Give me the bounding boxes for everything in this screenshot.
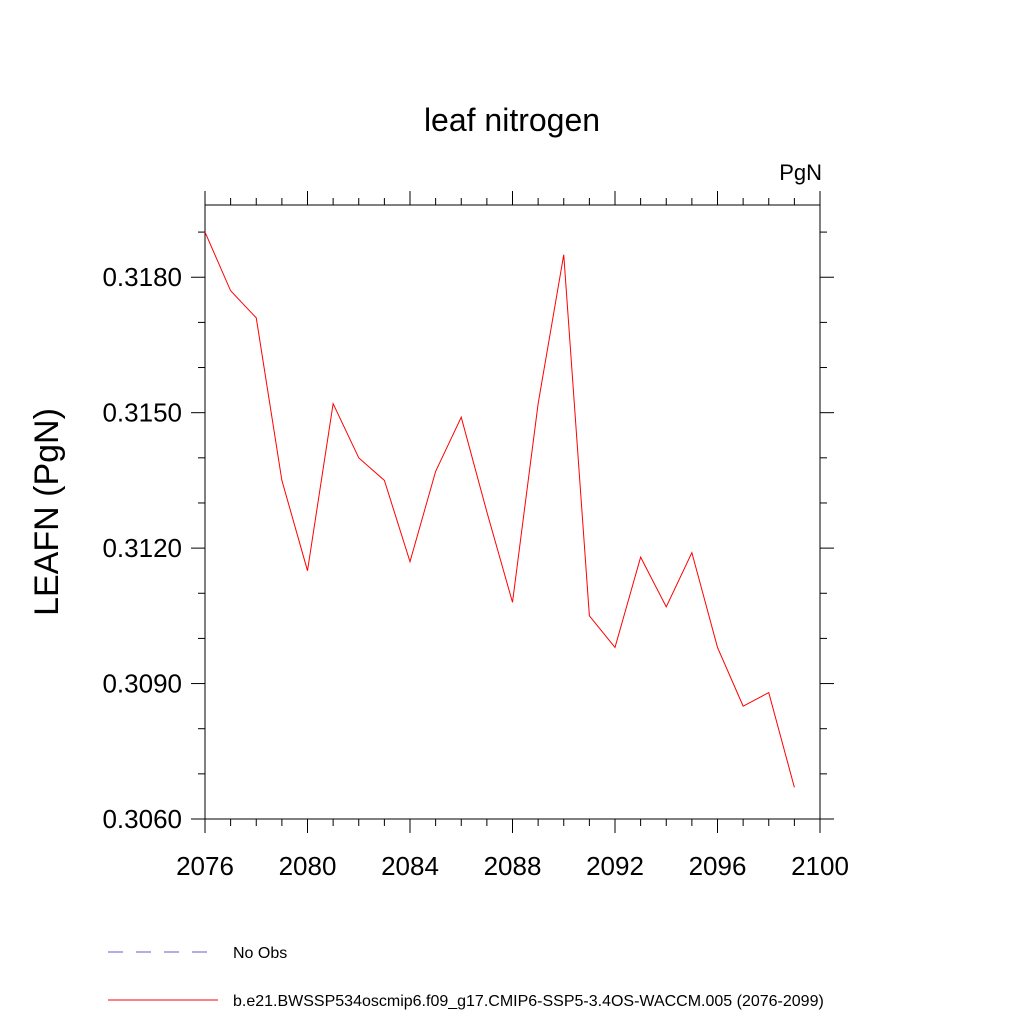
units-label: PgN (779, 160, 822, 185)
x-tick-label: 2100 (791, 851, 849, 881)
x-tick-label: 2096 (689, 851, 747, 881)
y-tick-label: 0.3060 (102, 804, 182, 834)
axis-tick-labels: 2076 2080 2084 2088 2092 2096 2100 0.3060 0.3090… (102, 262, 848, 881)
axis-ticks (191, 191, 834, 833)
x-tick-label: 2076 (176, 851, 234, 881)
y-tick-label: 0.3090 (102, 669, 182, 699)
y-tick-label: 0.3180 (102, 262, 182, 292)
legend-label: b.e21.BWSSP534oscmip6.f09_g17.CMIP6-SSP5… (233, 993, 824, 1010)
legend-label: No Obs (233, 945, 287, 962)
series-layer (204, 231, 795, 788)
y-axis-label: LEAFN (PgN) (28, 408, 66, 616)
x-tick-label: 2092 (586, 851, 644, 881)
x-tick-label: 2088 (484, 851, 542, 881)
x-tick-label: 2080 (279, 851, 337, 881)
y-tick-label: 0.3150 (102, 398, 182, 428)
plot-frame (204, 204, 821, 820)
series-line (204, 231, 795, 788)
legend: No Obs b.e21.BWSSP534oscmip6.f09_g17.CMIP… (108, 945, 824, 1010)
x-tick-label: 2084 (381, 851, 439, 881)
chart-title: leaf nitrogen (424, 102, 600, 138)
y-tick-label: 0.3120 (102, 533, 182, 563)
